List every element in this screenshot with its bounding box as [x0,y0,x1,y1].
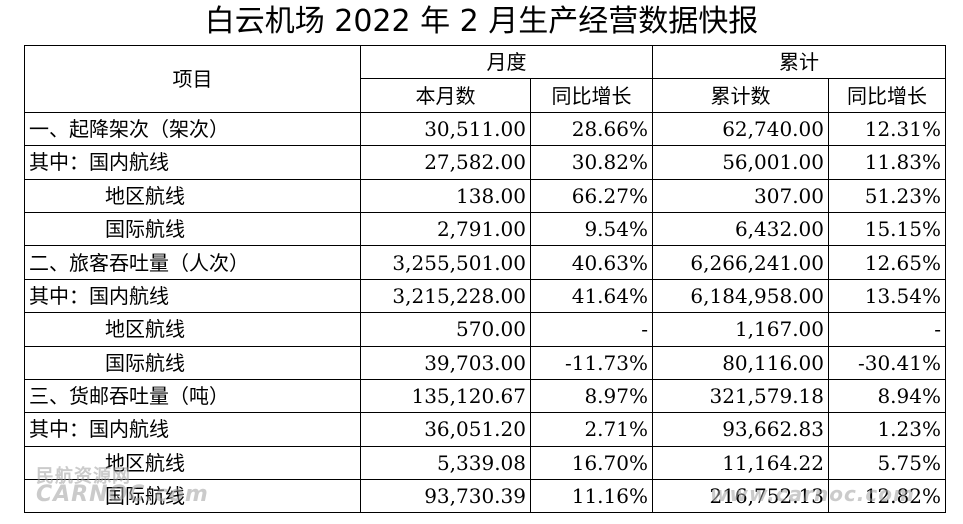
month-value: 27,582.00 [360,145,531,180]
cum-value: 56,001.00 [652,145,829,180]
header-monthly-yoy: 同比增长 [530,78,653,113]
cum-yoy: 15.15% [828,211,946,247]
table-row: 地区航线 5,339.08 16.70% 11,164.22 5.75% [24,445,946,481]
row-label: 一、起降架次（架次） [24,111,361,147]
header-monthly: 月度 [360,44,653,80]
month-value: 570.00 [360,312,531,347]
cum-value: 6,184,958.00 [652,278,829,314]
cum-value: 93,662.83 [652,412,829,447]
cum-value: 307.00 [652,178,829,213]
row-label: 地区航线 [24,178,361,213]
cum-value: 6,432.00 [652,211,829,247]
month-yoy: -11.73% [530,345,653,380]
cum-value: 11,164.22 [652,445,829,481]
table-row: 其中：国内航线 27,582.00 30.82% 56,001.00 11.83… [24,145,946,180]
month-yoy: 40.63% [530,245,653,280]
cum-value: 216,752.13 [652,479,829,514]
cum-value: 80,116.00 [652,345,829,380]
month-value: 5,339.08 [360,445,531,481]
month-yoy: 2.71% [530,412,653,447]
row-label: 二、旅客吞吐量（人次） [24,245,361,280]
month-value: 3,255,501.00 [360,245,531,280]
cum-yoy: 12.31% [828,111,946,147]
month-value: 36,051.20 [360,412,531,447]
month-yoy: 11.16% [530,479,653,514]
header-cumulative-yoy: 同比增长 [828,78,946,113]
cum-value: 62,740.00 [652,111,829,147]
month-yoy: 66.27% [530,178,653,213]
row-label: 三、货邮吞吐量（吨） [24,378,361,414]
cum-yoy: 11.83% [828,145,946,180]
table-row: 三、货邮吞吐量（吨） 135,120.67 8.97% 321,579.18 8… [24,378,946,414]
table-row: 地区航线 570.00 - 1,167.00 - [24,312,946,347]
data-table: 项目 月度 累计 本月数 同比增长 累计数 同比增长 一、起降架次（架次） 30… [24,44,946,514]
header-cumulative: 累计 [652,44,946,80]
cum-yoy: -30.41% [828,345,946,380]
table-row: 国际航线 2,791.00 9.54% 6,432.00 15.15% [24,211,946,247]
month-value: 3,215,228.00 [360,278,531,314]
month-value: 93,730.39 [360,479,531,514]
month-yoy: 41.64% [530,278,653,314]
month-value: 30,511.00 [360,111,531,147]
row-label: 地区航线 [24,312,361,347]
month-yoy: 16.70% [530,445,653,481]
header-cumulative-count: 累计数 [652,78,829,113]
month-yoy: 30.82% [530,145,653,180]
table-row: 地区航线 138.00 66.27% 307.00 51.23% [24,178,946,213]
row-label: 国际航线 [24,479,361,514]
header-monthly-count: 本月数 [360,78,531,113]
table-row: 国际航线 93,730.39 11.16% 216,752.13 12.82% [24,479,946,514]
month-yoy: - [530,312,653,347]
month-value: 138.00 [360,178,531,213]
month-yoy: 28.66% [530,111,653,147]
cum-value: 321,579.18 [652,378,829,414]
table-row: 国际航线 39,703.00 -11.73% 80,116.00 -30.41% [24,345,946,380]
row-label: 其中：国内航线 [24,145,361,180]
cum-yoy: 8.94% [828,378,946,414]
month-yoy: 9.54% [530,211,653,247]
table-row: 二、旅客吞吐量（人次） 3,255,501.00 40.63% 6,266,24… [24,245,946,280]
cum-yoy: - [828,312,946,347]
table-row: 其中：国内航线 3,215,228.00 41.64% 6,184,958.00… [24,278,946,314]
row-label: 国际航线 [24,345,361,380]
row-label: 其中：国内航线 [24,278,361,314]
cum-value: 1,167.00 [652,312,829,347]
month-value: 39,703.00 [360,345,531,380]
cum-value: 6,266,241.00 [652,245,829,280]
table-row: 一、起降架次（架次） 30,511.00 28.66% 62,740.00 12… [24,111,946,147]
cum-yoy: 12.82% [828,479,946,514]
cum-yoy: 1.23% [828,412,946,447]
cum-yoy: 51.23% [828,178,946,213]
table-row: 其中：国内航线 36,051.20 2.71% 93,662.83 1.23% [24,412,946,447]
month-value: 2,791.00 [360,211,531,247]
row-label: 国际航线 [24,211,361,247]
cum-yoy: 12.65% [828,245,946,280]
month-yoy: 8.97% [530,378,653,414]
row-label: 其中：国内航线 [24,412,361,447]
month-value: 135,120.67 [360,378,531,414]
header-item: 项目 [24,45,361,113]
row-label: 地区航线 [24,445,361,481]
header-row-1: 项目 月度 累计 [24,44,946,113]
cum-yoy: 5.75% [828,445,946,481]
cum-yoy: 13.54% [828,278,946,314]
page-title: 白云机场 2022 年 2 月生产经营数据快报 [204,4,759,39]
